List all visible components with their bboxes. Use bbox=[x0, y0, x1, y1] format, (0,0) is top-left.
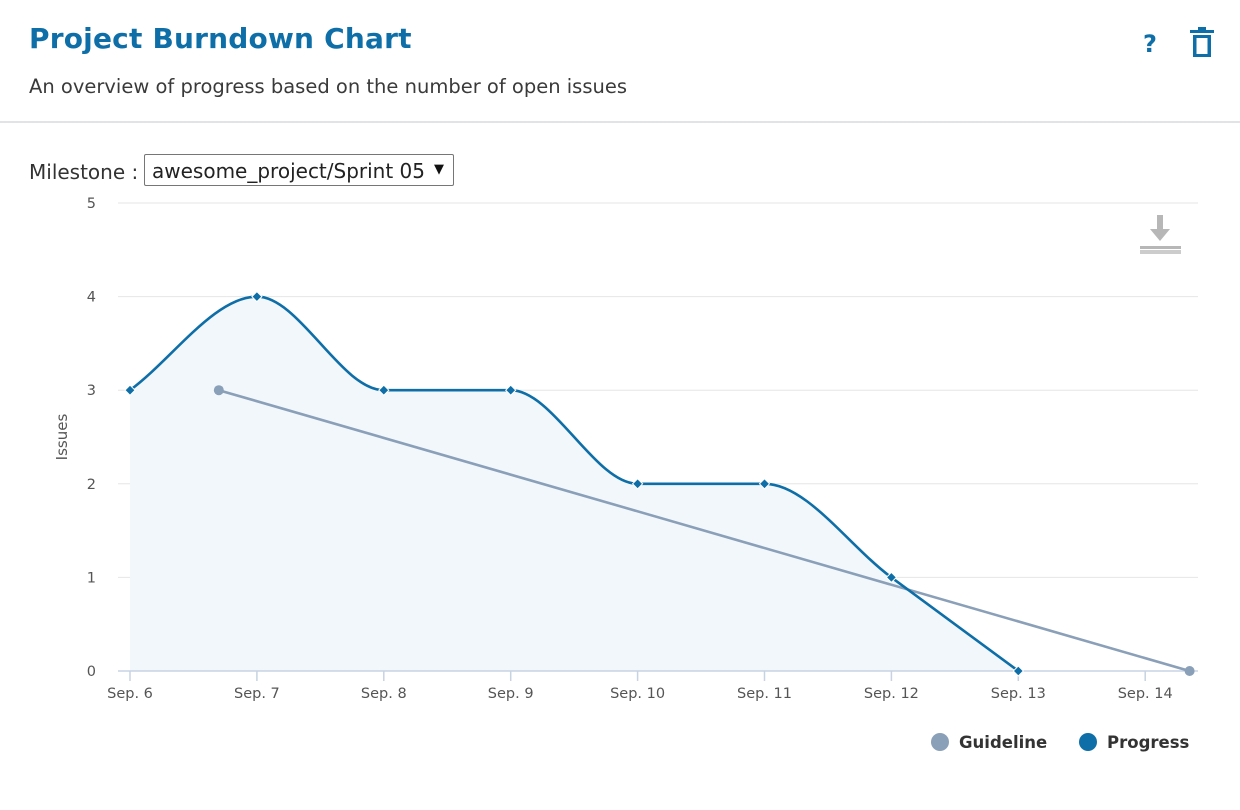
guideline-point bbox=[213, 385, 224, 396]
x-tick-label: Sep. 10 bbox=[610, 686, 665, 702]
x-tick-label: Sep. 7 bbox=[234, 686, 280, 702]
y-tick-label: 1 bbox=[87, 570, 96, 586]
progress-point bbox=[758, 478, 771, 490]
progress-area bbox=[130, 296, 1019, 671]
milestone-label: Milestone : bbox=[29, 160, 139, 184]
progress-legend-symbol bbox=[1079, 733, 1097, 751]
y-tick-label: 2 bbox=[87, 477, 96, 493]
progress-point bbox=[378, 384, 390, 396]
x-tick-label: Sep. 8 bbox=[361, 686, 407, 702]
x-tick-label: Sep. 12 bbox=[864, 686, 919, 702]
chevron-down-icon: ▼ bbox=[434, 162, 444, 177]
progress-point bbox=[885, 571, 898, 584]
progress-point bbox=[124, 384, 136, 396]
guideline-legend-symbol bbox=[931, 733, 949, 751]
y-tick-label: 5 bbox=[87, 196, 96, 212]
trash-icon bbox=[1190, 27, 1214, 57]
chart-header: Project Burndown Chart An overview of pr… bbox=[0, 0, 1240, 123]
progress-point bbox=[631, 478, 644, 490]
progress-point bbox=[251, 290, 263, 303]
help-button[interactable]: ? bbox=[1137, 28, 1163, 60]
y-tick-label: 4 bbox=[87, 290, 96, 306]
guideline-legend-label: Guideline bbox=[959, 733, 1047, 752]
x-axis bbox=[118, 670, 1198, 681]
delete-button[interactable] bbox=[1186, 26, 1218, 60]
guideline-line bbox=[218, 388, 1190, 673]
x-tick-label: Sep. 9 bbox=[488, 686, 534, 702]
x-tick-label: Sep. 11 bbox=[737, 686, 792, 702]
y-tick-label: 0 bbox=[87, 664, 96, 680]
progress-area-fill bbox=[130, 296, 1019, 671]
x-tick-label: Sep. 14 bbox=[1118, 686, 1173, 702]
page-title: Project Burndown Chart bbox=[29, 22, 412, 55]
progress-point bbox=[504, 384, 517, 396]
download-icon bbox=[1140, 215, 1181, 254]
progress-point bbox=[1012, 665, 1025, 677]
milestone-select[interactable]: awesome_project/Sprint 05 ▼ bbox=[144, 154, 454, 186]
question-mark-icon: ? bbox=[1143, 30, 1157, 58]
x-tick-label: Sep. 6 bbox=[107, 686, 153, 702]
milestone-selected-value: awesome_project/Sprint 05 bbox=[152, 159, 426, 183]
page-subtitle: An overview of progress based on the num… bbox=[29, 75, 628, 98]
series-markers bbox=[124, 290, 1195, 677]
axis-labels: 0 1 2 3 4 5 Sep. 6 Sep. 7 Sep. 8 Sep. 9 Sep. 10 Sep… bbox=[87, 196, 1173, 702]
chart-legend: Guideline Progress bbox=[931, 733, 1190, 752]
progress-legend-label: Progress bbox=[1107, 733, 1190, 752]
y-axis-title: Issues bbox=[53, 414, 71, 461]
legend-item-progress[interactable]: Progress bbox=[1079, 733, 1190, 752]
legend-item-guideline[interactable]: Guideline bbox=[931, 733, 1047, 752]
x-tick-label: Sep. 13 bbox=[991, 686, 1046, 702]
download-button[interactable] bbox=[1132, 210, 1188, 262]
guideline-point bbox=[1184, 666, 1195, 676]
y-tick-label: 3 bbox=[87, 383, 96, 399]
